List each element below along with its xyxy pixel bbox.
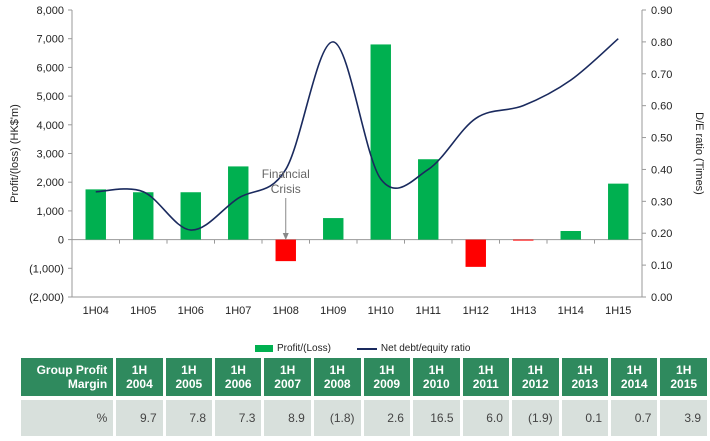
margin-cell: 16.5 <box>412 400 460 436</box>
profit-bar <box>228 166 249 240</box>
financial-crisis-annotation: Financial Crisis <box>262 167 310 240</box>
header-label-line-1: Group Profit <box>36 363 108 377</box>
y-tick-label: (2,000) <box>29 292 64 304</box>
y-tick-label: 3,000 <box>36 149 64 161</box>
profit-bar <box>608 183 629 240</box>
de-ratio-line <box>95 38 619 231</box>
legend-line-swatch <box>356 347 377 350</box>
y2-tick-label: 0.00 <box>651 292 672 304</box>
legend-line-label: Net debt/equity ratio <box>380 343 471 354</box>
profit-bar <box>370 44 391 240</box>
year-header: 1H 2012 <box>511 358 559 396</box>
margin-cell: 6.0 <box>462 400 509 436</box>
y-tick-label: 4,000 <box>36 120 64 132</box>
y2-tick-label: 0.30 <box>651 196 672 208</box>
margin-cell: 0.7 <box>611 400 658 436</box>
year-header: 1H 2005 <box>165 358 213 396</box>
x-tick-label: 1H15 <box>605 305 631 317</box>
profit-bar <box>180 192 201 240</box>
profit-bar <box>513 239 534 241</box>
year-header: 1H 2006 <box>215 358 262 396</box>
margin-cell: (1.8) <box>313 400 361 436</box>
y-tick-label: 7,000 <box>36 34 64 46</box>
axes-group <box>68 9 646 298</box>
legend: Profit/(Loss) Net debt/equity ratio <box>255 343 470 354</box>
year-header: 1H 2011 <box>462 358 509 396</box>
y2-tick-label: 0.10 <box>651 260 672 272</box>
y2-tick-label: 0.90 <box>651 5 672 17</box>
margin-cell: 3.9 <box>660 400 707 436</box>
profit-bar <box>323 218 344 240</box>
margin-cell: 9.7 <box>116 400 163 436</box>
combo-chart: 8,000 7,000 6,000 5,000 4,000 3,000 2,000 1,000… <box>9 5 705 317</box>
year-header: 1H 2010 <box>412 358 460 396</box>
x-tick-label: 1H11 <box>416 305 441 317</box>
x-tick-label: 1H05 <box>130 305 156 317</box>
year-header: 1H 2015 <box>660 358 707 396</box>
x-tick-label: 1H04 <box>83 305 109 317</box>
row-label: % <box>21 400 114 436</box>
margin-cell: (1.9) <box>511 400 559 436</box>
year-header: 1H 2013 <box>561 358 609 396</box>
margin-cell: 7.8 <box>165 400 213 436</box>
x-tick-label: 1H07 <box>225 305 251 317</box>
x-tick-label: 1H12 <box>463 305 489 317</box>
x-tick-label: 1H09 <box>320 305 346 317</box>
margin-cell: 2.6 <box>363 400 410 436</box>
y-tick-label: 5,000 <box>36 91 64 103</box>
profit-bar <box>133 192 154 240</box>
annotation-line-1: Financial <box>262 167 310 181</box>
profit-bar <box>85 189 106 240</box>
y2-tick-label: 0.20 <box>651 228 672 240</box>
y2-axis-title: D/E ratio (Times) <box>693 112 705 195</box>
x-tick-label: 1H06 <box>178 305 204 317</box>
x-tick-label: 1H14 <box>558 305 584 317</box>
year-header: 1H 2014 <box>611 358 658 396</box>
table-row: % 9.7 7.8 7.3 8.9 (1.8) 2.6 16.5 6.0 (1.… <box>21 400 707 436</box>
y-tick-label: (1,000) <box>29 263 64 275</box>
x-tick-label: 1H08 <box>273 305 299 317</box>
y-tick-label: 6,000 <box>36 62 64 74</box>
profit-bar <box>465 239 486 267</box>
y2-tick-label: 0.40 <box>651 164 672 176</box>
margin-cell: 8.9 <box>264 400 311 436</box>
legend-bar-label: Profit/(Loss) <box>277 343 331 354</box>
legend-bar-swatch <box>255 345 273 352</box>
year-header: 1H 2008 <box>313 358 361 396</box>
y2-tick-label: 0.80 <box>651 37 672 49</box>
x-tick-label: 1H13 <box>510 305 536 317</box>
profit-bar <box>560 230 581 240</box>
table-header-label: Group Profit Margin <box>21 358 114 396</box>
profit-bar <box>418 159 439 240</box>
year-header: 1H 2007 <box>264 358 311 396</box>
y2-tick-label: 0.70 <box>651 69 672 81</box>
y-tick-label: 0 <box>58 235 64 247</box>
profit-bar <box>275 239 296 262</box>
annotation-arrowhead <box>282 233 289 240</box>
x-tick-label: 1H10 <box>368 305 394 317</box>
y-axis-title: Profit/(loss) (HK$'m) <box>9 104 21 203</box>
y-tick-label: 1,000 <box>36 206 64 218</box>
margin-cell: 7.3 <box>215 400 262 436</box>
header-label-line-2: Margin <box>67 377 108 391</box>
ticks-group: 8,000 7,000 6,000 5,000 4,000 3,000 2,000 1,000… <box>29 5 672 317</box>
y2-tick-label: 0.60 <box>651 101 672 113</box>
y-tick-label: 8,000 <box>36 5 64 17</box>
year-header: 1H 2004 <box>116 358 163 396</box>
bars-group <box>85 44 629 267</box>
y-tick-label: 2,000 <box>36 177 64 189</box>
margin-cell: 0.1 <box>561 400 609 436</box>
year-header: 1H 2009 <box>363 358 410 396</box>
profit-margin-table: Group Profit Margin 1H 2004 1H 2005 1H 2006… <box>18 358 710 436</box>
table-header-row: Group Profit Margin 1H 2004 1H 2005 1H 2006… <box>21 358 707 396</box>
annotation-line-2: Crisis <box>271 182 301 196</box>
y2-tick-label: 0.50 <box>651 133 672 145</box>
